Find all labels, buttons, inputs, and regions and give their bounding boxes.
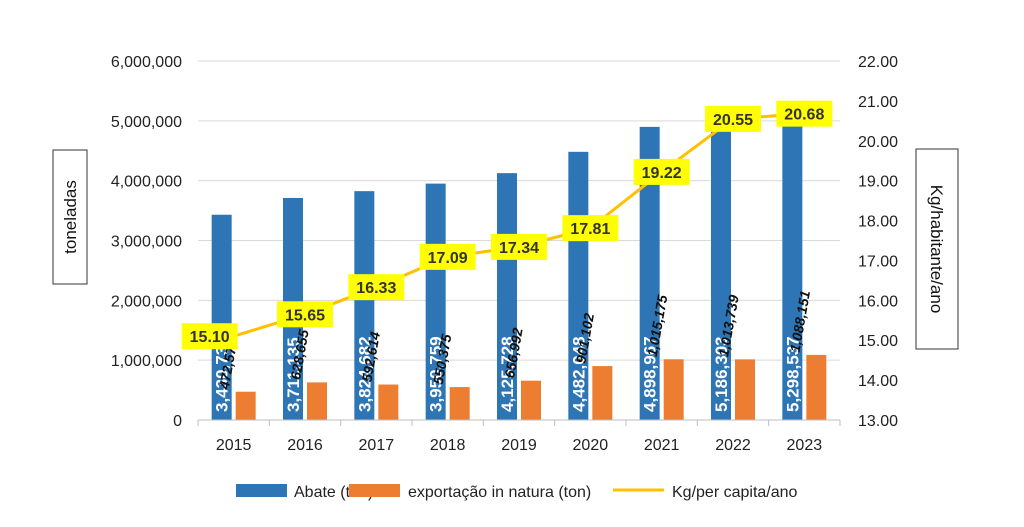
bar-abate: [354, 191, 375, 420]
y-tick-label: 4,000,000: [111, 174, 182, 191]
legend: Abate (ton) exportação in natura (ton) K…: [236, 484, 798, 501]
bar-label-abate: 3,711,135: [284, 337, 303, 412]
line-label-box: [491, 233, 547, 260]
legend-swatch-abate: [236, 484, 287, 497]
y2-axis-title-box: Kg/habitante/ano: [915, 148, 959, 350]
x-axis: 2015 2016 2017 2018 2019 2020 2021 2022 2023: [197, 419, 841, 454]
y2-tick-label: 18.00: [858, 214, 898, 231]
x-tick-label: 2023: [787, 437, 823, 454]
bar-abate: [711, 109, 731, 420]
line-data-label: 17.34: [499, 240, 539, 257]
legend-swatch-exportacao: [349, 484, 400, 497]
bar-abate: [782, 102, 803, 420]
y-axis-right: 13.00 14.00 15.00 16.00 17.00 18.00 19.00 20.00…: [858, 54, 898, 430]
bar-label-abate: 4,898,967: [641, 336, 660, 412]
line-label-box: [705, 105, 761, 132]
bar-exportacao: [378, 384, 399, 420]
y2-tick-label: 21.00: [858, 94, 898, 111]
line-data-label: 15.10: [190, 329, 230, 346]
bar-exportacao: [307, 382, 327, 420]
bar-label-abate: 3,824,682: [355, 336, 374, 412]
y2-axis-title: Kg/habitante/ano: [927, 185, 946, 314]
x-tick-label: 2018: [430, 437, 466, 454]
line-data-label: 16.33: [356, 280, 396, 297]
bar-label-abate: 5,186,303: [712, 336, 731, 412]
line-label-box: [562, 215, 619, 242]
y2-tick-label: 17.00: [858, 253, 898, 270]
bar-label-abate: 3,430,734: [213, 336, 232, 412]
y2-tick-label: 13.00: [858, 413, 898, 430]
line-data-label: 20.68: [784, 107, 824, 124]
line-label-box: [633, 158, 690, 185]
y-axis-title-box: toneladas: [52, 149, 88, 285]
bar-label-abate: 4,125,728: [498, 336, 517, 412]
y-axis-title: toneladas: [61, 180, 80, 254]
bar-label-abate: 4,482,048: [569, 336, 588, 412]
y2-tick-label: 20.00: [858, 134, 898, 151]
line-label-box: [277, 301, 333, 328]
x-tick-label: 2019: [501, 437, 537, 454]
bar-exportacao: [521, 380, 541, 420]
bar-exportacao: [449, 387, 470, 420]
x-tick-label: 2017: [359, 437, 395, 454]
bar-abate: [211, 214, 232, 420]
line-data-label: 17.81: [570, 221, 610, 238]
line-label-box: [419, 243, 476, 270]
bar-abate: [425, 183, 446, 420]
legend-label-per-capita: Kg/per capita/ano: [672, 484, 798, 501]
line-data-labels: 15.10 15.65 16.33 17.09 17.34 17.81 19.22 20.55…: [181, 100, 833, 350]
y-axis-left: 0 1,000,000 2,000,000 3,000,000 4,000,000 5,0…: [111, 54, 182, 430]
bar-exportacao: [806, 354, 827, 420]
line-data-label: 19.22: [642, 165, 682, 182]
line-data-label: 17.09: [428, 250, 468, 267]
line-label-box: [181, 323, 238, 350]
bar-exportacao: [663, 359, 684, 420]
line-data-label: 20.55: [713, 112, 753, 129]
y2-tick-label: 19.00: [858, 174, 898, 191]
y-tick-label: 0: [173, 413, 182, 430]
bar-exportacao: [735, 359, 755, 420]
y-tick-label: 5,000,000: [111, 114, 182, 131]
x-tick-label: 2015: [216, 437, 252, 454]
y-tick-label: 6,000,000: [111, 54, 182, 71]
y2-tick-label: 22.00: [858, 54, 898, 71]
y-tick-label: 1,000,000: [111, 353, 182, 370]
x-tick-label: 2016: [287, 437, 323, 454]
x-tick-label: 2022: [715, 437, 751, 454]
y-tick-label: 3,000,000: [111, 234, 182, 251]
bar-abate: [639, 126, 660, 420]
legend-label-exportacao: exportação in natura (ton): [408, 484, 591, 501]
bar-exportacao: [592, 366, 613, 420]
x-tick-label: 2020: [573, 437, 609, 454]
bars: [211, 102, 827, 420]
line-label-box: [776, 100, 833, 127]
y2-tick-label: 14.00: [858, 373, 898, 390]
x-tick-label: 2021: [644, 437, 680, 454]
y2-tick-label: 16.00: [858, 293, 898, 310]
y2-tick-label: 15.00: [858, 333, 898, 350]
y-tick-label: 2,000,000: [111, 293, 182, 310]
line-label-box: [348, 274, 405, 301]
bar-label-abate: 3,950,759: [427, 336, 446, 412]
line-data-label: 15.65: [285, 307, 325, 324]
bar-exportacao: [235, 391, 256, 420]
bar-label-abate: 5,298,537: [783, 336, 802, 412]
